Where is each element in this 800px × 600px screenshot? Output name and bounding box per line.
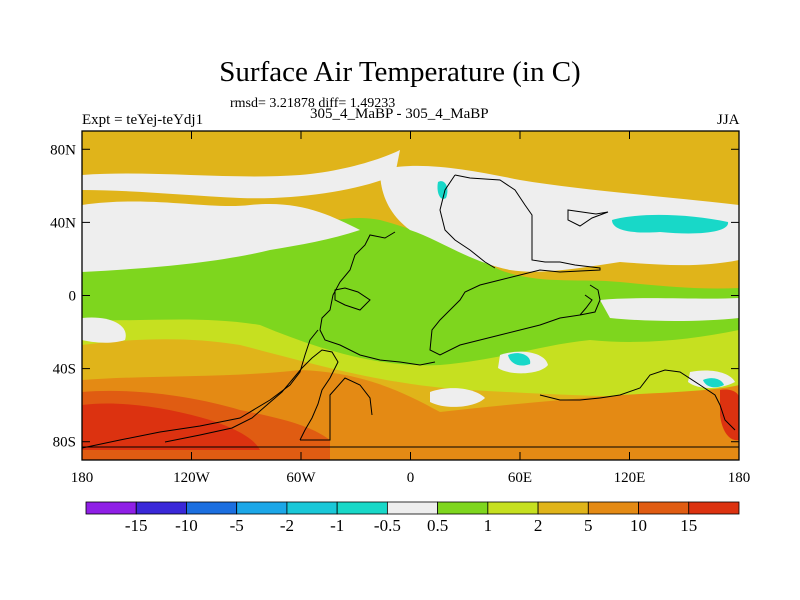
- colorbar-label: 10: [630, 516, 647, 535]
- latitude-axis: 80N 40N 0 40S 80S: [50, 142, 739, 451]
- colorbar-label: -0.5: [374, 516, 401, 535]
- lon-tick-label: 60E: [508, 470, 532, 486]
- colorbar-label: 15: [680, 516, 697, 535]
- page-title: Surface Air Temperature (in C): [219, 56, 581, 88]
- neutral-region-west: [82, 201, 360, 272]
- colorbar-label: -5: [230, 516, 244, 535]
- lat-tick-label: 80S: [53, 435, 76, 451]
- colorbar-swatch: [286, 501, 338, 515]
- cool-spot-southeast: [703, 378, 724, 388]
- lat-tick-label: 80N: [50, 142, 76, 158]
- colorbar-swatch: [487, 501, 539, 515]
- cool-spot-indian: [508, 353, 531, 366]
- neutral-region-pacific: [600, 298, 739, 321]
- colorbar-swatch: [236, 501, 288, 515]
- colorbar-swatch: [85, 501, 137, 515]
- colorbar: -15 -10 -5 -2 -1 -0.5 0.5 1 2 5 10 15: [85, 501, 740, 535]
- colorbar-label: 5: [584, 516, 593, 535]
- land-outline: [82, 174, 739, 449]
- cool-spot-siberia: [612, 214, 729, 234]
- colorbar-swatch: [638, 501, 690, 515]
- extreme-warming-east-edge: [720, 389, 739, 441]
- colorbar-swatch: [537, 501, 589, 515]
- lon-tick-label: 180: [71, 470, 94, 486]
- temperature-field: [82, 131, 739, 460]
- colorbar-swatch: [386, 501, 439, 515]
- lat-tick-label: 40N: [50, 215, 76, 231]
- lon-tick-label: 180: [728, 470, 751, 486]
- season-label: JJA: [717, 112, 740, 128]
- colorbar-swatch: [336, 501, 388, 515]
- colorbar-label: -1: [330, 516, 344, 535]
- experiment-label: Expt = teYej-teYdj1: [82, 112, 204, 128]
- lon-tick-label: 0: [407, 470, 415, 486]
- lon-tick-label: 120E: [614, 470, 646, 486]
- longitude-axis: 180 120W 60W 0 60E 120E 180: [71, 131, 751, 486]
- colorbar-swatch: [688, 501, 740, 515]
- colorbar-label: -15: [125, 516, 148, 535]
- lat-tick-label: 0: [69, 289, 77, 305]
- colorbar-swatch: [587, 501, 639, 515]
- colorbar-swatch: [186, 501, 238, 515]
- colorbar-label: 1: [484, 516, 493, 535]
- neutral-region-asia: [380, 165, 739, 272]
- stats-label: rmsd= 3.21878 diff= 1.49233: [230, 96, 396, 111]
- neutral-region-south-atlantic: [430, 388, 485, 407]
- neutral-region-north: [82, 150, 400, 199]
- lon-tick-label: 60W: [286, 470, 316, 486]
- colorbar-swatch: [437, 501, 489, 515]
- colorbar-label: 0.5: [427, 516, 448, 535]
- neutral-region-southwest: [82, 317, 126, 343]
- colorbar-swatch: [135, 501, 187, 515]
- subtitle-label: 305_4_MaBP - 305_4_MaBP: [310, 106, 489, 122]
- lat-tick-label: 40S: [53, 362, 76, 378]
- colorbar-label: -10: [175, 516, 198, 535]
- cool-spot-greenland: [437, 181, 448, 199]
- lon-tick-label: 120W: [173, 470, 211, 486]
- colorbar-label: -2: [280, 516, 294, 535]
- colorbar-label: 2: [534, 516, 543, 535]
